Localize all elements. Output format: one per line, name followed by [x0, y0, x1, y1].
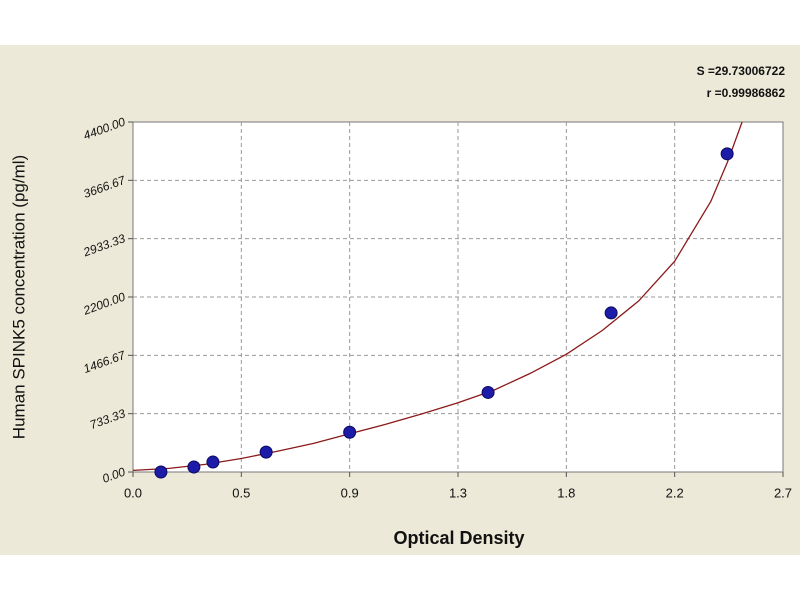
x-axis-label: Optical Density: [393, 528, 524, 548]
x-tick-label: 0.0: [124, 485, 142, 500]
x-tick-label: 2.2: [666, 485, 684, 500]
data-point: [259, 445, 273, 459]
x-tick-label: 0.9: [341, 485, 359, 500]
x-tick-label: 1.8: [557, 485, 575, 500]
data-point: [206, 455, 220, 469]
x-tick-label: 1.3: [449, 485, 467, 500]
data-point: [481, 385, 495, 399]
annotation: S =29.73006722: [697, 64, 786, 78]
annotation: r =0.99986862: [707, 86, 786, 100]
data-point: [187, 460, 201, 474]
data-point: [604, 306, 618, 320]
data-point: [154, 465, 168, 479]
data-point: [343, 425, 357, 439]
x-tick-label: 0.5: [232, 485, 250, 500]
data-point: [720, 147, 734, 161]
y-axis-label: Human SPINK5 concentration (pg/ml): [9, 155, 28, 439]
fit-curve: [132, 121, 743, 472]
x-tick-label: 2.7: [774, 485, 792, 500]
